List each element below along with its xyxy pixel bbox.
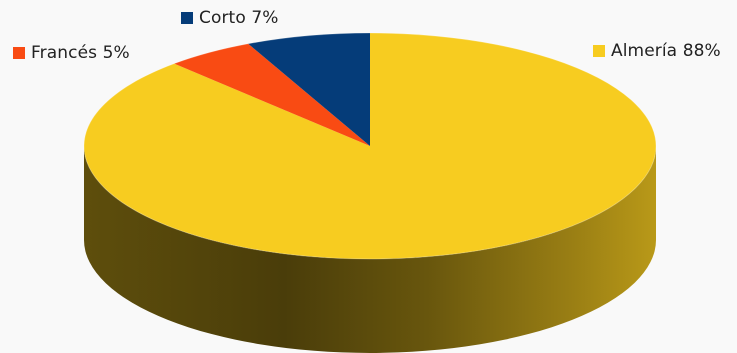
legend-swatch-corto	[181, 12, 193, 24]
pie-side-almeria	[84, 146, 656, 353]
legend-label-almeria: Almería 88%	[611, 41, 721, 61]
pie-slice-almeria	[83, 33, 656, 259]
legend-item-corto: Corto 7%	[181, 8, 279, 28]
pie-rim	[83, 32, 657, 260]
legend-item-almeria: Almería 88%	[593, 41, 721, 61]
legend-swatch-frances	[13, 47, 25, 59]
legend-label-frances: Francés 5%	[31, 43, 130, 63]
pie-slice-frances	[174, 43, 370, 146]
legend-swatch-almeria	[593, 45, 605, 57]
legend-label-corto: Corto 7%	[199, 8, 279, 28]
legend-item-frances: Francés 5%	[13, 43, 130, 63]
pie-slice-corto	[248, 33, 370, 146]
